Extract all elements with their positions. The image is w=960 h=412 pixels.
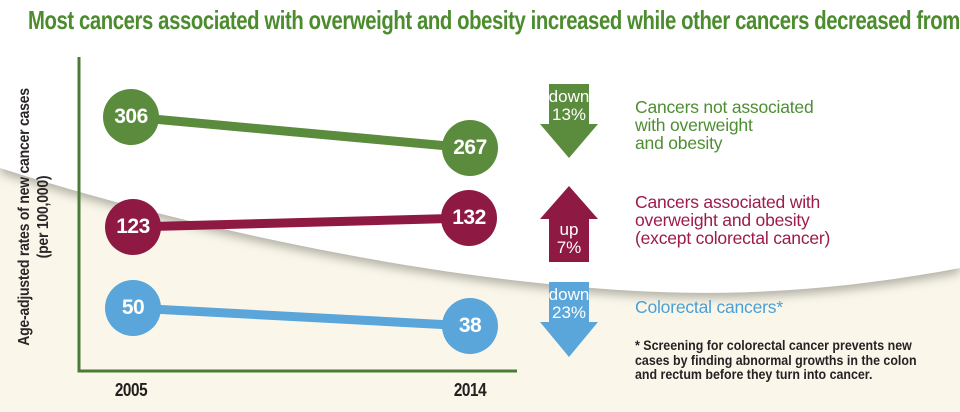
legend-maroon: Cancers associated with overweight and o…: [635, 193, 830, 247]
trend-label-maroon-direction: up: [559, 220, 579, 239]
legend-maroon-line3: (except colorectal cancer): [635, 228, 831, 248]
footnote-line3: and rectum before they turn into cancer.: [635, 367, 873, 382]
legend-green-line1: Cancers not associated: [635, 97, 814, 117]
down-arrow-blue: [540, 282, 598, 357]
data-point-blue-2005: 50: [105, 280, 161, 336]
series-maroon-line: [132, 213, 470, 232]
data-point-maroon-2005: 123: [105, 199, 161, 255]
legend-green-line3: and obesity: [635, 133, 723, 153]
trend-label-green-direction: down: [548, 87, 590, 106]
trend-label-maroon-percent: 7%: [556, 238, 582, 257]
data-point-blue-2014: 38: [442, 298, 498, 354]
up-arrow-maroon: [540, 186, 598, 262]
series-blue-line: [132, 303, 471, 331]
down-arrow-green: [540, 84, 598, 158]
trend-label-blue: down 23%: [529, 286, 609, 322]
trend-label-green: down 13%: [529, 88, 609, 124]
y-axis-label-line1: Age-adjusted rates of new cancer cases: [16, 88, 33, 346]
trend-label-green-percent: 13%: [551, 105, 587, 124]
footnote-line1: * Screening for colorectal cancer preven…: [635, 338, 912, 353]
legend-maroon-line1: Cancers associated with: [635, 192, 821, 212]
x-tick-2005: 2005: [114, 380, 148, 400]
footnote: * Screening for colorectal cancer preven…: [635, 338, 948, 383]
y-axis-label-line2: (per 100,000): [35, 175, 52, 259]
chart-title: Most cancers associated with overweight …: [28, 5, 960, 35]
trend-label-maroon: up 7%: [529, 221, 609, 257]
y-axis-label: Age-adjusted rates of new cancer cases (…: [15, 81, 59, 354]
series-green-line: [130, 112, 471, 153]
footnote-line2: cases by finding abnormal growths in the…: [635, 352, 917, 368]
data-point-maroon-2014: 132: [441, 190, 497, 246]
legend-green-line2: with overweight: [635, 115, 753, 135]
legend-green: Cancers not associated with overweight a…: [635, 97, 814, 153]
legend-maroon-line2: overweight and obesity: [635, 210, 810, 230]
trend-label-blue-direction: down: [548, 285, 590, 304]
legend-blue-line1: Colorectal cancers*: [635, 297, 783, 317]
x-tick-2014: 2014: [453, 380, 487, 400]
axis-line: [77, 57, 517, 373]
legend-blue: Colorectal cancers*: [635, 298, 783, 316]
data-point-green-2005: 306: [103, 89, 159, 145]
trend-label-blue-percent: 23%: [551, 303, 587, 322]
data-point-green-2014: 267: [442, 120, 498, 176]
